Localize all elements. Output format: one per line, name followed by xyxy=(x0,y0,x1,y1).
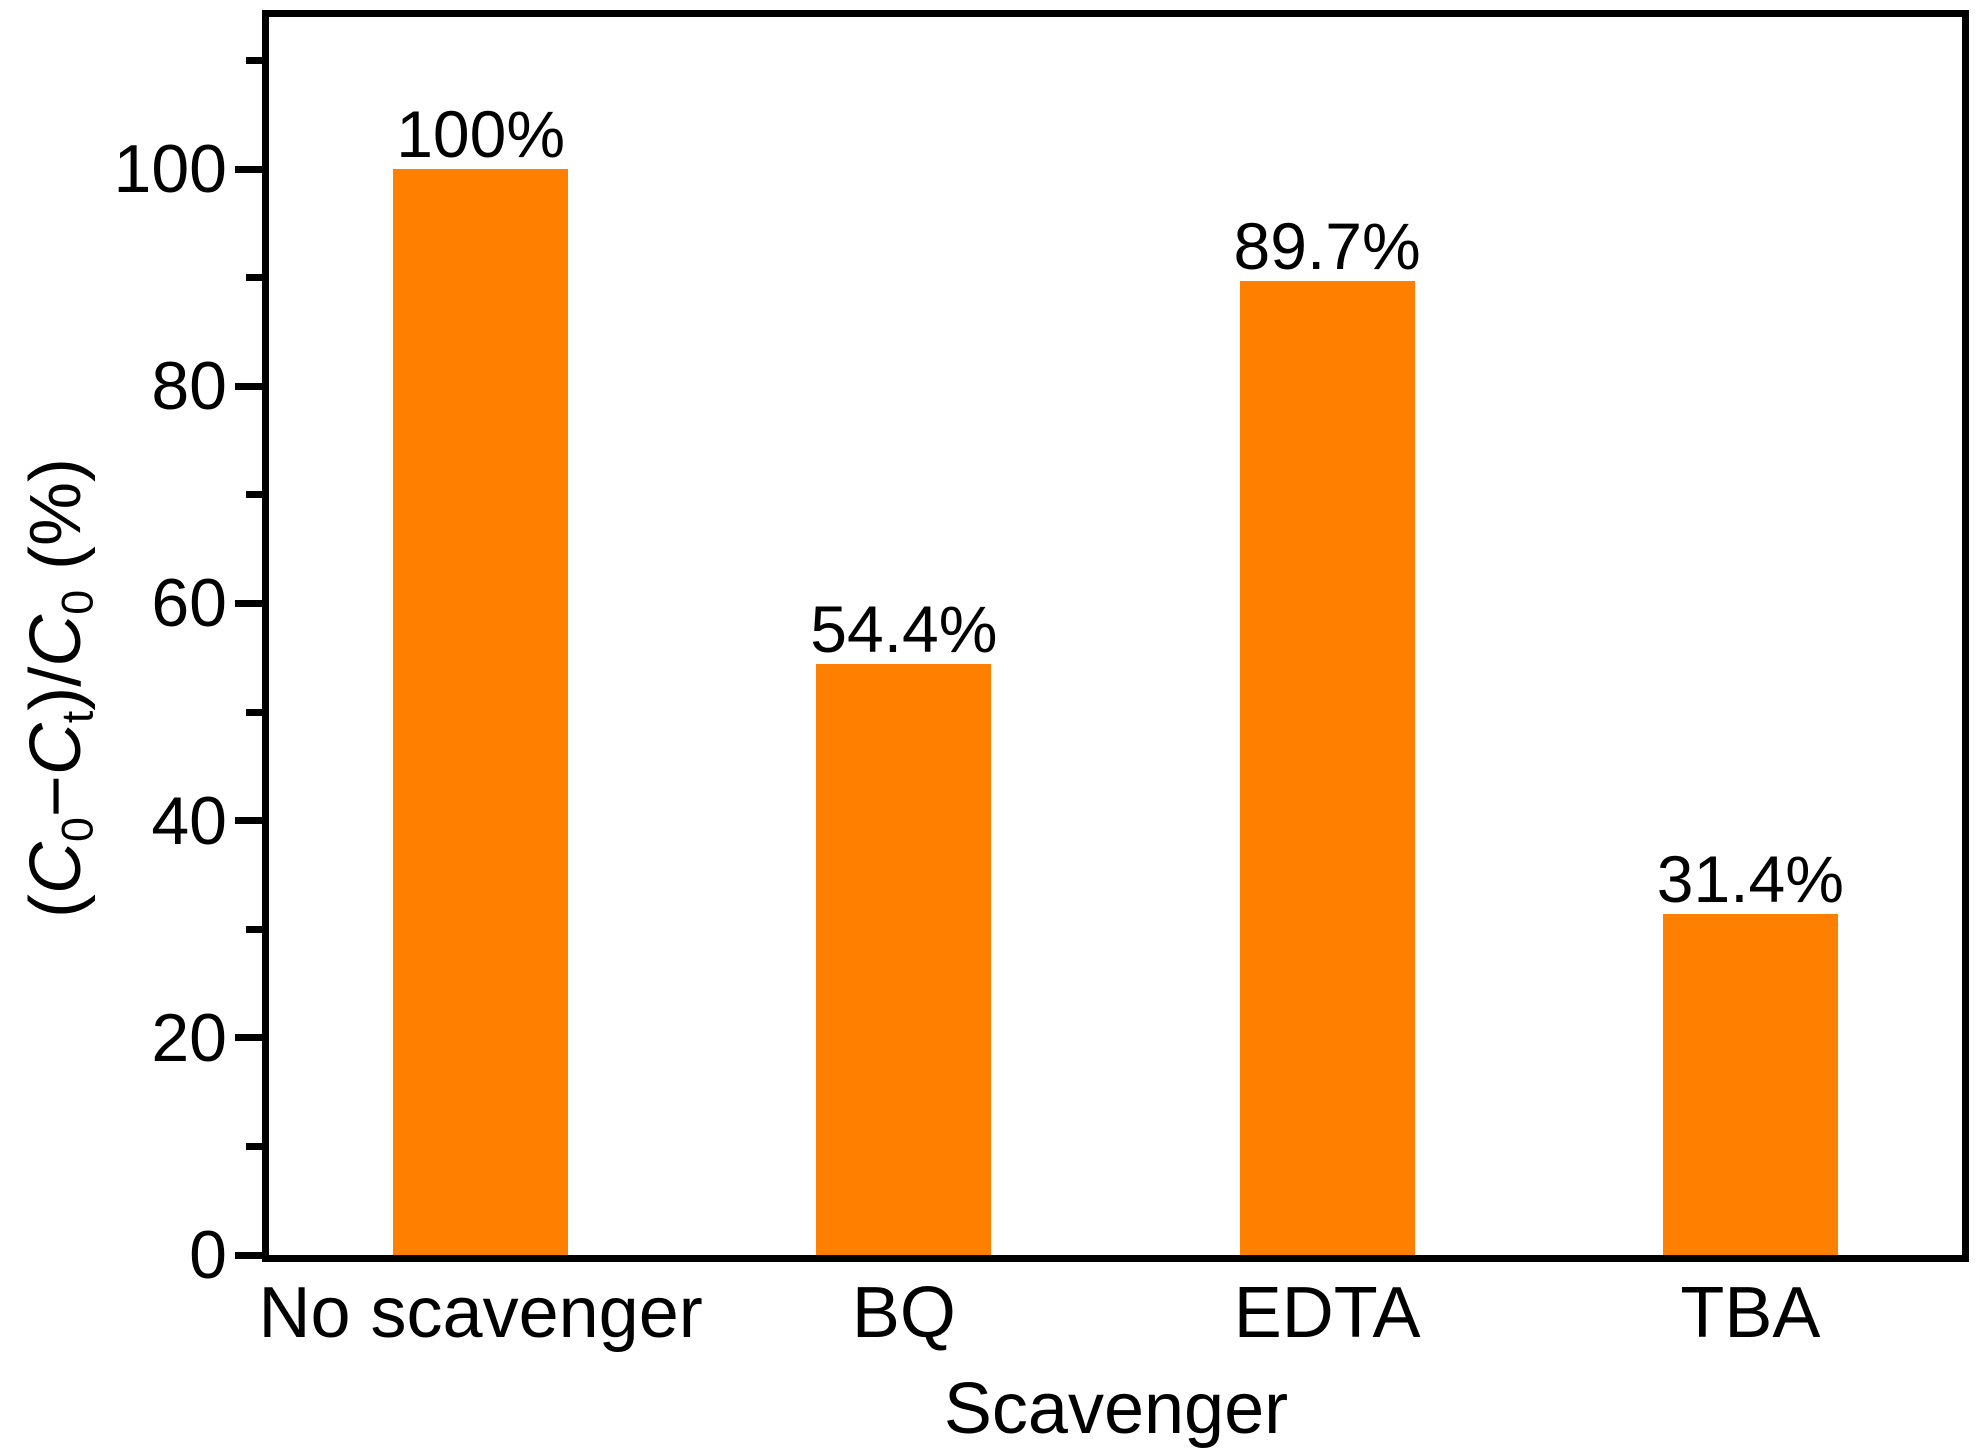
x-category-label: TBA xyxy=(1680,1273,1821,1353)
plot-area-border xyxy=(262,10,1969,1262)
x-category-label: No scavenger xyxy=(258,1273,703,1353)
x-axis-title: Scavenger xyxy=(943,1369,1289,1449)
y-axis-tick-label: 60 xyxy=(151,565,227,642)
y-axis-minor-tick xyxy=(246,1142,262,1150)
bar-value-label: 54.4% xyxy=(810,592,998,667)
x-category-label: EDTA xyxy=(1233,1273,1421,1353)
y-axis-minor-tick xyxy=(246,274,262,282)
y-axis-major-tick xyxy=(235,599,262,607)
y-axis-minor-tick xyxy=(246,708,262,716)
y-axis-minor-tick xyxy=(246,56,262,64)
y-axis-major-tick xyxy=(235,1251,262,1259)
y-axis-major-tick xyxy=(235,165,262,173)
y-axis-tick-label: 80 xyxy=(151,348,227,425)
bar-value-label: 89.7% xyxy=(1233,208,1421,283)
bar xyxy=(1662,914,1838,1255)
bar-value-label: 31.4% xyxy=(1656,842,1844,916)
y-axis-major-tick xyxy=(235,1034,262,1042)
y-axis-minor-tick xyxy=(246,925,262,933)
y-axis-tick-label: 40 xyxy=(151,782,227,859)
y-axis-tick-label: 0 xyxy=(189,1217,227,1293)
bar xyxy=(393,169,569,1255)
bar xyxy=(1239,280,1415,1255)
bar-value-label: 100% xyxy=(396,97,566,172)
y-axis-major-tick xyxy=(235,382,262,390)
bar xyxy=(816,664,992,1255)
y-axis-major-tick xyxy=(235,817,262,825)
y-axis-tick-label: 20 xyxy=(151,999,227,1076)
y-axis-tick-label: 100 xyxy=(113,131,227,208)
y-axis-minor-tick xyxy=(246,491,262,499)
x-category-label: BQ xyxy=(851,1273,956,1353)
